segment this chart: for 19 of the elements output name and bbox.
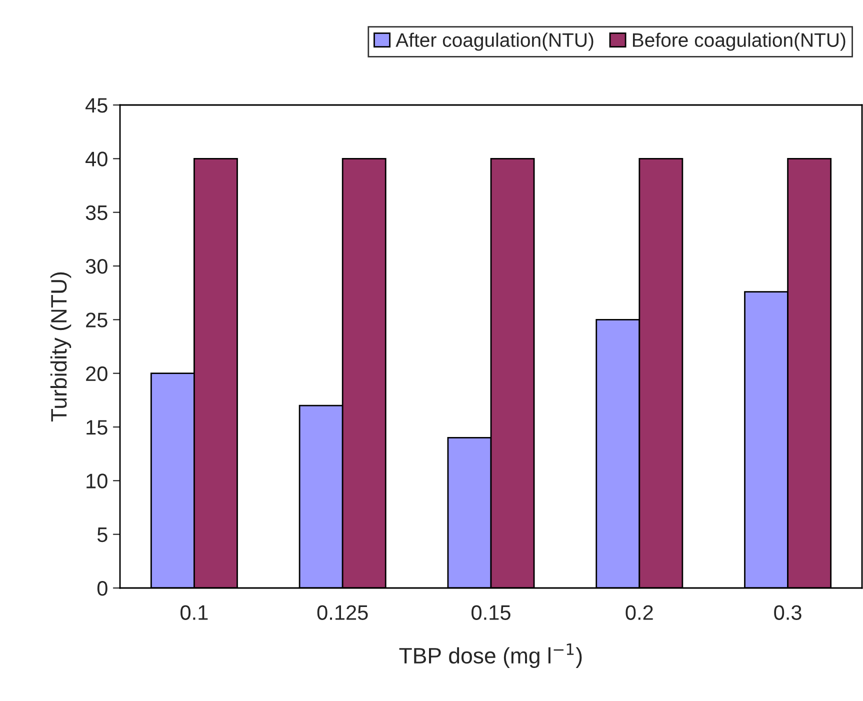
y-tick-label: 20 [86,366,108,382]
x-tick-label: 0.3 [774,605,802,620]
x-axis-title: TBP dose (mg l$^{−1}$) [399,644,582,668]
x-tick-label: 0.15 [472,605,510,620]
y-tick-label: 45 [86,98,108,113]
y-tick-label: 10 [86,474,108,488]
x-tick-label: 0.1 [180,605,208,620]
y-tick-label: 35 [86,205,108,220]
y-tick-label: 0 [97,581,108,596]
y-tick-label: 25 [86,312,108,328]
y-tick-label: 30 [86,259,108,274]
y-tick-label: 40 [86,152,108,166]
x-tick-label: 0.125 [317,605,368,620]
legend-label: After coagulation(NTU) [396,32,594,51]
x-tick-label: 0.2 [626,605,653,620]
y-tick-label: 5 [97,528,108,542]
y-axis-title: Turbidity (NTU) [50,272,72,422]
legend-label: Before coagulation(NTU) [632,32,846,51]
y-tick-label: 15 [86,420,108,435]
